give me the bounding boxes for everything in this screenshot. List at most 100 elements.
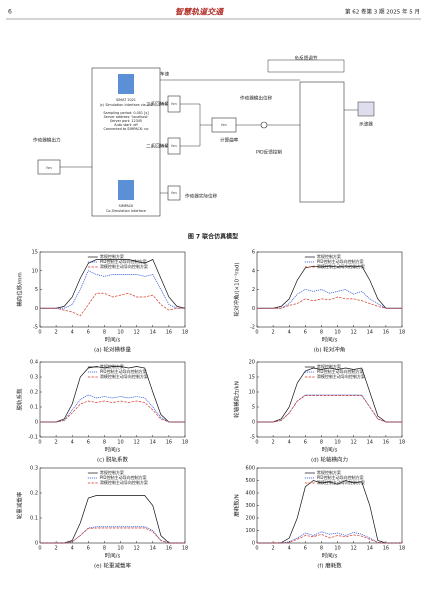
series-line	[257, 395, 402, 423]
x-tick-label: 16	[383, 546, 389, 552]
y-tick-label: 0	[35, 541, 38, 547]
chart-caption: (b) 轮对冲角	[314, 346, 346, 354]
legend-label: PID控制主动导向控制方案	[317, 368, 364, 374]
x-axis-label: 时间/s	[322, 446, 338, 454]
x-tick-label: 4	[288, 330, 291, 336]
legend-label: 常规控制方案	[100, 469, 124, 475]
y-tick-label: 0.2	[30, 491, 38, 497]
legend-label: 滑模控制主动导向控制方案	[317, 479, 365, 485]
label: Co-Simulation Interface	[106, 209, 146, 213]
x-tick-label: 2	[272, 440, 275, 446]
chart-caption: (d) 轮轴横向力	[311, 456, 348, 464]
x-tick-label: 8	[320, 546, 323, 552]
x-tick-label: 12	[133, 546, 139, 552]
x-tick-label: 12	[133, 440, 139, 446]
x-tick-label: 18	[399, 440, 405, 446]
x-tick-label: 0	[255, 440, 258, 446]
x-axis-label: 时间/s	[322, 552, 338, 560]
x-axis-label: 时间/s	[105, 336, 121, 344]
x-tick-label: 2	[272, 330, 275, 336]
x-tick-label: 14	[367, 330, 373, 336]
series-line	[257, 533, 402, 544]
x-tick-label: 16	[166, 546, 172, 552]
y-tick-label: 300	[245, 503, 255, 509]
logo	[118, 74, 134, 94]
y-tick-label: -5	[250, 435, 255, 441]
x-tick-label: 10	[334, 546, 340, 552]
x-tick-label: 14	[367, 440, 373, 446]
y-axis-label: 横向位移/mm	[16, 272, 24, 307]
label: 示波器	[359, 121, 373, 128]
y-tick-label: 0.4	[30, 360, 38, 366]
x-tick-label: 8	[103, 440, 106, 446]
y-tick-label: -0.1	[28, 435, 38, 441]
x-tick-label: 8	[320, 440, 323, 446]
label: SIMAT 2021	[116, 98, 136, 102]
x-tick-label: 18	[182, 440, 188, 446]
y-tick-label: 100	[245, 528, 255, 534]
y-tick-label: 0	[252, 420, 255, 426]
label: 车速	[160, 71, 170, 78]
legend-label: 滑模控制主动导向控制方案	[100, 263, 148, 269]
page-number: 6	[8, 9, 12, 16]
legend-label: PID控制主动导向控制方案	[317, 474, 364, 480]
y-tick-label: 5	[35, 287, 38, 293]
x-tick-label: 0	[255, 546, 258, 552]
label: 作动器输出位移	[240, 95, 273, 102]
legend-label: PID控制主动导向控制方案	[100, 368, 147, 374]
y-tick-label: 2	[252, 287, 255, 293]
chart-caption: (a) 轮对横移量	[94, 346, 131, 354]
series-line	[257, 296, 402, 309]
y-tick-label: 6	[252, 250, 255, 256]
x-tick-label: 0	[38, 440, 41, 446]
label: fcn	[171, 144, 176, 148]
logo	[118, 180, 134, 200]
legend-label: 滑模控制主动导向控制方案	[100, 479, 148, 485]
x-tick-label: 6	[87, 330, 90, 336]
x-tick-label: 16	[383, 330, 389, 336]
series-line	[257, 367, 402, 423]
y-tick-label: 0	[252, 541, 255, 547]
x-tick-label: 12	[350, 330, 356, 336]
y-tick-label: 0.1	[30, 405, 38, 411]
x-tick-label: 18	[182, 330, 188, 336]
y-tick-label: 4	[252, 268, 255, 274]
series-line	[257, 289, 402, 309]
legend-label: 常规控制方案	[100, 253, 124, 259]
x-tick-label: 0	[255, 330, 258, 336]
x-tick-label: 4	[288, 440, 291, 446]
x-tick-label: 18	[399, 546, 405, 552]
legend-label: 常规控制方案	[317, 253, 341, 259]
y-tick-label: 0	[35, 420, 38, 426]
x-tick-label: 16	[383, 440, 389, 446]
chart-caption: (f) 磨耗数	[317, 562, 342, 570]
label: (c) Simulation Interface via IPC	[100, 103, 153, 107]
x-tick-label: 8	[320, 330, 323, 336]
x-tick-label: 10	[117, 330, 123, 336]
y-tick-label: 400	[245, 491, 255, 497]
series-line	[40, 526, 185, 544]
y-tick-label: -5	[33, 325, 38, 331]
wire	[160, 103, 212, 194]
y-tick-label: 0.3	[30, 375, 38, 381]
x-tick-label: 10	[117, 546, 123, 552]
y-tick-label: -2	[250, 325, 255, 331]
x-tick-label: 2	[55, 546, 58, 552]
y-axis-label: 磨耗数/N	[233, 494, 241, 516]
x-tick-label: 16	[166, 440, 172, 446]
x-tick-label: 8	[103, 330, 106, 336]
x-tick-label: 12	[133, 330, 139, 336]
label: Sampling period: 0.001 [s]	[103, 111, 149, 115]
x-tick-label: 0	[38, 330, 41, 336]
label: SIMPACK	[119, 204, 135, 208]
journal-title: 智慧轨道交通	[175, 7, 225, 17]
x-tick-label: 4	[288, 546, 291, 552]
series-line	[40, 270, 185, 309]
legend-label: PID控制主动导向控制方案	[100, 258, 147, 264]
x-axis-label: 时间/s	[322, 336, 338, 344]
y-tick-label: 20	[249, 360, 255, 366]
x-tick-label: 8	[103, 546, 106, 552]
x-tick-label: 10	[117, 440, 123, 446]
label: Connected to SIMPACK: no	[103, 127, 148, 131]
